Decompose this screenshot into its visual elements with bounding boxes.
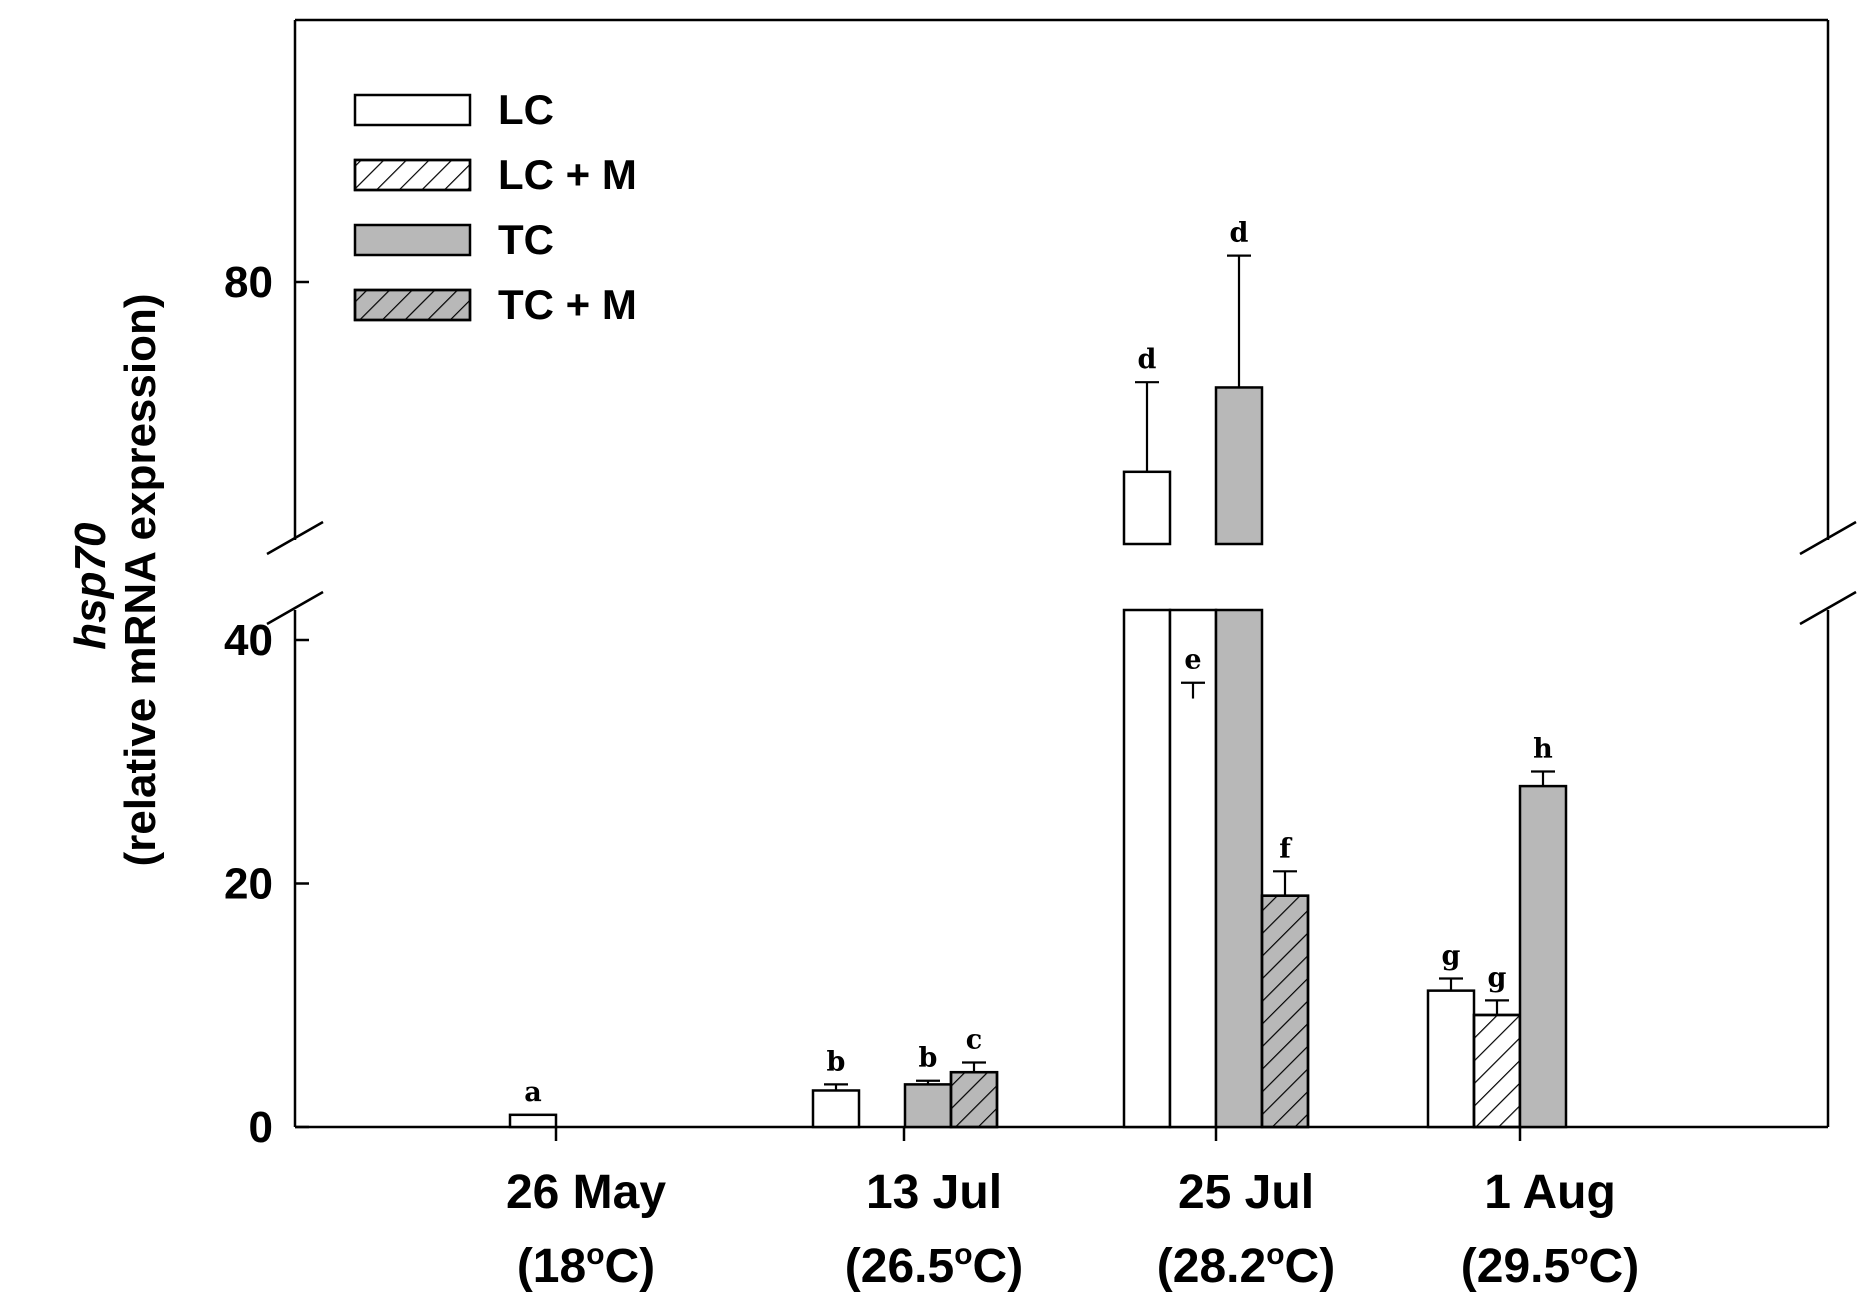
axis-break-mark-left [266,590,324,626]
bar [903,1083,953,1129]
axis-break-mark-right [1799,520,1857,556]
legend-swatch [353,223,472,257]
bar [1214,608,1264,1129]
legend-label: LC + M [498,151,637,198]
bar [508,1113,558,1129]
significance-letter: f [1279,833,1293,864]
significance-letter: h [1533,733,1553,764]
axis-break-mark-right [1799,590,1857,626]
bar-hatch [1260,894,1310,1129]
bar-break-gap [1167,545,1219,609]
legend-swatch [353,93,472,127]
x-tick-temp-label: (18oC) [517,1238,655,1293]
bar [1122,470,1172,546]
x-tick-temp-label: (26.5oC) [845,1238,1023,1293]
legend-label: TC [498,216,554,263]
significance-letter: g [1488,962,1507,993]
significance-letter: g [1442,940,1461,971]
bars [508,254,1568,1129]
significance-letter: b [827,1046,846,1077]
x-tick-label: 26 May [506,1166,666,1219]
significance-letter: e [1184,645,1201,676]
significance-letter: d [1230,218,1249,249]
legend-label: TC + M [498,281,637,328]
bar [811,1089,861,1129]
bar-break-gap [1121,545,1173,609]
x-tick-label: 25 Jul [1178,1166,1314,1219]
y-tick-label: 80 [224,258,273,307]
x-tick-temp-label: (29.5oC) [1461,1238,1639,1293]
significance-letter: a [524,1077,542,1108]
bar [1426,989,1476,1129]
bar [1518,784,1568,1129]
bar [1122,608,1172,1129]
bar-break-gap [1213,545,1265,609]
significance-letter: b [919,1043,938,1074]
bar-hatch [1472,1013,1522,1129]
significance-letter: d [1138,344,1157,375]
legend-swatch-hatch [353,158,472,192]
axis-break-mark-left [266,520,324,556]
bar-hatch [949,1070,999,1129]
legend: LC LC + M TC TC + M [353,86,637,328]
y-tick-label: 40 [224,616,273,665]
y-tick-label: 20 [224,860,273,909]
bar [1214,386,1264,546]
y-axis-label: hsp70 (relative mRNA expression) [66,293,165,866]
x-tick-label: 13 Jul [866,1166,1002,1219]
y-tick-label: 0 [249,1103,273,1152]
legend-label: LC [498,86,554,133]
x-tick-temp-label: (28.2oC) [1157,1238,1335,1293]
labels: 0 20 40 80 26 May (18oC) 13 Jul (26.5oC) 25 Jul (… [224,218,1639,1293]
x-tick-label: 1 Aug [1484,1166,1616,1219]
significance-letter: c [966,1024,982,1055]
y-axis-label-gene: hsp70 [66,522,115,650]
y-axis-label-units: (relative mRNA expression) [116,293,165,866]
legend-swatch-hatch [353,288,472,322]
